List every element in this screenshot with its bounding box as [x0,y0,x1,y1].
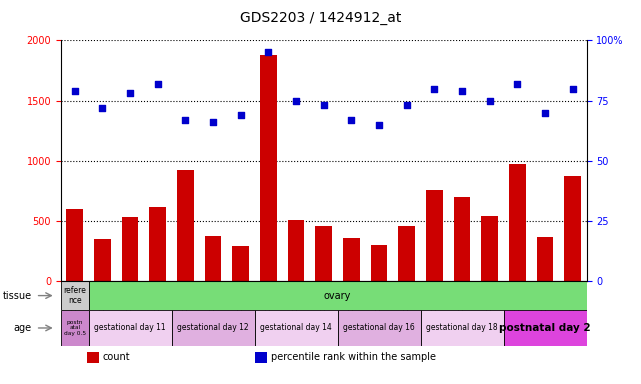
Bar [254,310,338,346]
Point [153,81,163,87]
Text: gestational day 11: gestational day 11 [94,323,166,333]
Point [512,81,522,87]
Bar [87,352,99,363]
Point [540,109,550,116]
Text: gestational day 18: gestational day 18 [426,323,498,333]
Point [263,49,274,55]
Bar [288,220,304,281]
Bar [315,226,332,281]
Point [180,117,190,123]
Bar [149,207,166,281]
Bar [61,281,88,310]
Bar [564,177,581,281]
Text: tissue: tissue [3,291,32,301]
Bar [454,197,470,281]
Point [125,90,135,96]
Point [70,88,80,94]
Point [291,98,301,104]
Point [374,122,384,128]
Text: postn
atal
day 0.5: postn atal day 0.5 [63,319,86,336]
Bar [204,235,221,281]
Bar [177,170,194,281]
Point [97,105,108,111]
Bar [338,310,420,346]
Point [208,119,218,125]
Bar [88,310,172,346]
Bar [399,226,415,281]
Point [567,86,578,92]
Point [236,112,246,118]
Bar [509,164,526,281]
Bar [67,209,83,281]
Point [346,117,356,123]
Bar [481,216,498,281]
Bar [343,238,360,281]
Text: ovary: ovary [324,291,351,301]
Bar [122,217,138,281]
Text: gestational day 16: gestational day 16 [343,323,415,333]
Point [401,102,412,108]
Text: age: age [14,323,32,333]
Bar [504,310,587,346]
Text: gestational day 12: gestational day 12 [177,323,249,333]
Bar [420,310,504,346]
Text: gestational day 14: gestational day 14 [260,323,332,333]
Text: postnatal day 2: postnatal day 2 [499,323,591,333]
Bar [233,247,249,281]
Bar [537,237,553,281]
Bar [370,245,387,281]
Text: GDS2203 / 1424912_at: GDS2203 / 1424912_at [240,11,401,25]
Bar [260,55,277,281]
Point [457,88,467,94]
Bar [61,310,88,346]
Point [429,86,440,92]
Text: count: count [103,353,131,362]
Point [485,98,495,104]
Text: percentile rank within the sample: percentile rank within the sample [271,353,436,362]
Bar [172,310,254,346]
Bar [426,190,443,281]
Bar [255,352,267,363]
Point [319,102,329,108]
Text: refere
nce: refere nce [63,286,86,305]
Bar [94,239,111,281]
